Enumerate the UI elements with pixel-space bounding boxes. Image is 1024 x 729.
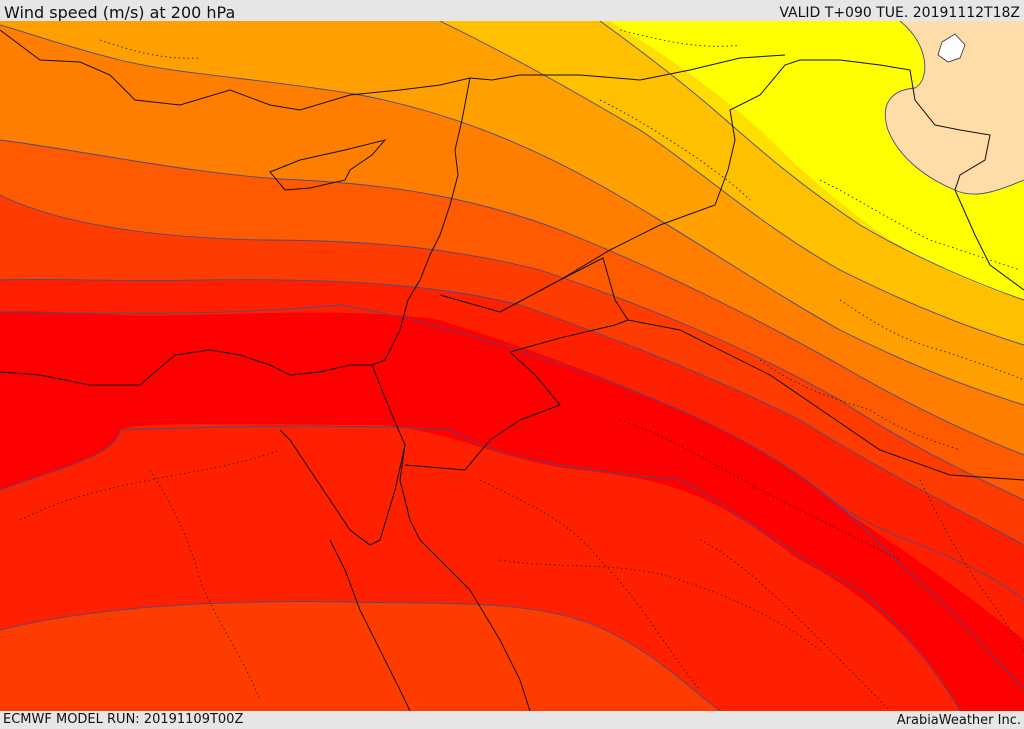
contour-lines: [0, 21, 1024, 711]
credit-label: ArabiaWeather Inc.: [896, 713, 1021, 728]
map-title: Wind speed (m/s) at 200 hPa: [4, 3, 236, 22]
band-orange-red-bottom: [0, 601, 720, 711]
footer-bar: ECMWF MODEL RUN: 20191109T00Z ArabiaWeat…: [0, 711, 1024, 729]
internal-boundaries: [19, 29, 1024, 711]
lake-white: [937, 33, 966, 63]
borders: [0, 29, 1024, 711]
wind-speed-map[interactable]: [0, 21, 1024, 711]
band-bright-red-core: [0, 311, 1024, 711]
model-run-label: ECMWF MODEL RUN: 20191109T00Z: [3, 712, 244, 727]
valid-time: VALID T+090 TUE. 20191112T18Z: [779, 5, 1020, 21]
header-bar: Wind speed (m/s) at 200 hPa VALID T+090 …: [0, 0, 1024, 22]
map-canvas: [0, 21, 1024, 711]
band-pale: [885, 21, 1024, 195]
